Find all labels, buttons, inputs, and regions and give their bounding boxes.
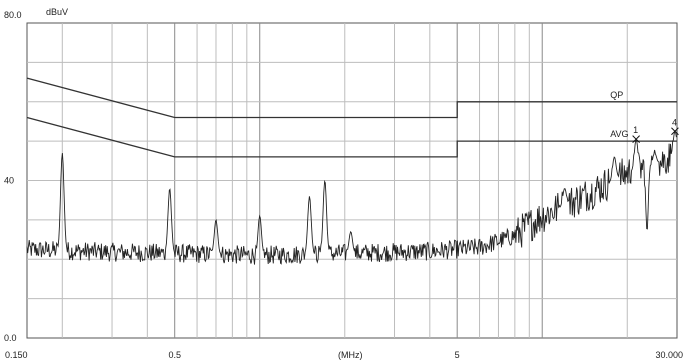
y-tick-label: 80.0: [4, 10, 22, 20]
x-tick-label: 5: [455, 350, 460, 360]
limit-line-avg: [26, 116, 677, 158]
marker-label: 4: [672, 117, 677, 127]
y-tick-label: 0.0: [4, 333, 17, 343]
x-tick-label: 30.000: [655, 350, 683, 360]
limit-line-qp: [26, 77, 677, 119]
marker-cross: [632, 135, 640, 144]
axis-labels: dBuV (MHz) 80.0 40 0.0 0.150 0.5 5 30.000: [4, 7, 683, 360]
y-unit-label: dBuV: [46, 7, 68, 17]
limit-label-qp: QP: [610, 90, 623, 100]
spectrum-line: [26, 130, 678, 265]
y-tick-label: 40: [4, 176, 14, 186]
x-axis-label: (MHz): [338, 350, 363, 360]
limit-label-avg: AVG: [610, 129, 628, 139]
marker-group: 14: [632, 117, 679, 144]
grid-lines: [27, 23, 677, 338]
spectrum-trace: [26, 130, 678, 265]
x-tick-label: 0.5: [168, 350, 181, 360]
x-tick-label: 0.150: [5, 350, 28, 360]
marker-label: 1: [633, 125, 638, 135]
marker-cross: [671, 127, 679, 136]
limit-lines: QP AVG: [26, 77, 677, 158]
